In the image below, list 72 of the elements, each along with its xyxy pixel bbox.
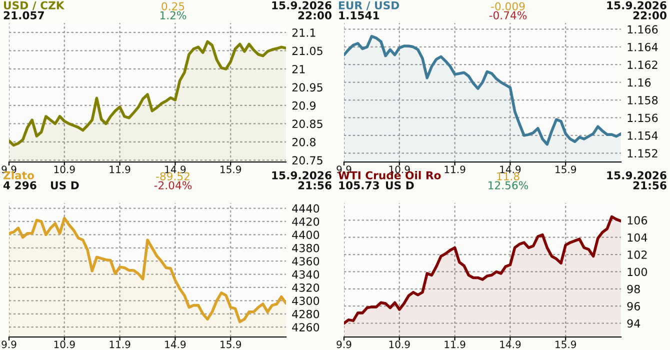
y-tick-label: 1.154 [628, 132, 658, 140]
y-tick-label: 102 [628, 250, 647, 259]
y-tick-label: 20.9 [292, 101, 316, 110]
text: US D [50, 181, 79, 190]
y-tick-label: 100 [628, 268, 648, 276]
text: 15.9.2026 22:00 [607, 1, 666, 20]
y-tick-label: 4340 [292, 270, 320, 279]
text: US D [386, 181, 414, 190]
y-tick-label: 21.1 [292, 28, 316, 37]
y-tick-label: 1.158 [628, 96, 658, 104]
chart-title: WTI Crude Oil Ro [338, 171, 441, 180]
chart-title: Zlato [3, 171, 34, 180]
text: 12.56% [488, 181, 528, 190]
y-tick-label: 4440 [292, 204, 320, 213]
text: 1.2% [160, 11, 186, 20]
text: 15.9.2026 21:56 [607, 171, 666, 190]
x-tick-label: 11.9 [110, 340, 130, 348]
y-tick-label: 4380 [292, 244, 320, 252]
x-tick-label: 9.9 [2, 340, 16, 348]
chart-subtitle: 4 296 [3, 181, 36, 190]
y-tick-label: 4400 [292, 230, 320, 240]
x-tick-label: 14.9 [500, 340, 521, 348]
y-tick-label: 104 [628, 233, 648, 242]
text: -89.52 [156, 172, 190, 180]
y-tick-label: 4300 [292, 296, 320, 306]
x-tick-label: 14.9 [500, 166, 521, 174]
text: -0.009 [491, 2, 525, 10]
y-tick-label: 4420 [292, 217, 320, 226]
text: 15.9.2026 21:56 [272, 171, 332, 190]
chart-title: EUR / USD [338, 1, 400, 10]
text: -0.74% [489, 11, 527, 20]
chart-subtitle: 1.1541 [339, 11, 380, 20]
text: 0.25 [162, 2, 184, 10]
y-tick-label: 4360 [292, 257, 320, 266]
y-tick-label: 4280 [292, 310, 320, 318]
text: 11.8 [497, 172, 520, 180]
y-tick-label: 21 [292, 64, 305, 74]
x-tick-label: 10.9 [54, 340, 75, 348]
y-tick-label: 1.166 [628, 25, 658, 34]
x-tick-label: 15.9 [556, 340, 576, 348]
x-tick-label: 11.9 [110, 166, 130, 174]
x-tick-label: 10.9 [54, 166, 75, 174]
y-tick-label: 106 [628, 216, 648, 225]
x-tick-label: 10.9 [389, 340, 410, 348]
y-tick-label: 98 [627, 284, 640, 294]
text: -2.04% [154, 181, 192, 190]
x-tick-label: 14.9 [165, 340, 186, 348]
y-tick-label: 94 [627, 319, 640, 328]
chart-subtitle: 105.73 [339, 181, 379, 190]
y-tick-label: 1.152 [628, 149, 658, 158]
x-tick-label: 15.9 [220, 166, 242, 174]
x-tick-label: 15.9 [556, 166, 576, 174]
y-tick-label: 1.16 [628, 78, 651, 87]
x-tick-label: 11.9 [444, 340, 466, 348]
y-tick-label: 1.156 [628, 114, 658, 122]
y-tick-label: 20.75 [292, 156, 322, 165]
y-tick-label: 1.162 [628, 60, 658, 69]
y-tick-label: 20.95 [292, 83, 322, 92]
y-tick-label: 4320 [292, 283, 320, 292]
y-tick-label: 4260 [292, 323, 320, 332]
y-tick-label: 21.05 [292, 46, 322, 56]
x-tick-label: 9.9 [336, 340, 352, 348]
x-tick-label: 14.9 [165, 166, 186, 174]
x-tick-label: 11.9 [444, 166, 466, 174]
y-tick-label: 20.8 [292, 138, 316, 146]
chart-subtitle: 21.057 [4, 11, 44, 20]
text: 15.9.2026 22:00 [272, 1, 332, 20]
y-tick-label: 1.164 [628, 42, 658, 52]
y-tick-label: 96 [627, 302, 640, 310]
y-tick-label: 20.85 [292, 120, 322, 128]
chart-title: USD / CZK [4, 1, 65, 10]
x-tick-label: 15.9 [220, 340, 242, 348]
